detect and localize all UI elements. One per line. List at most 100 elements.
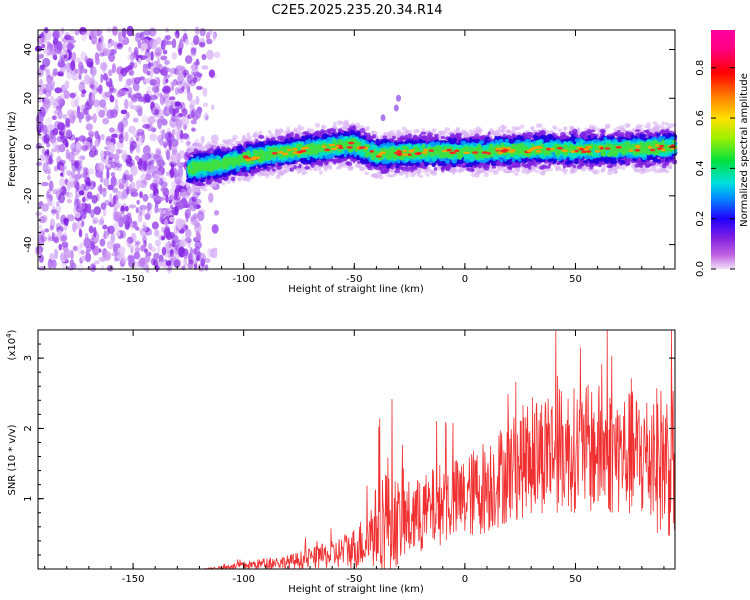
noise-blob (41, 203, 49, 212)
noise-blob (159, 138, 164, 146)
noise-blob (197, 210, 205, 222)
noise-blob (69, 112, 73, 121)
noise-blob (92, 181, 96, 188)
track-blob (487, 131, 491, 136)
noise-blob (79, 260, 83, 265)
noise-blob (75, 221, 83, 230)
track-blob (398, 129, 402, 135)
noise-blob (153, 252, 160, 260)
noise-blob (136, 136, 144, 147)
noise-blob (78, 73, 82, 80)
noise-blob (153, 76, 161, 86)
noise-blob (99, 216, 105, 225)
noise-blob (130, 165, 138, 176)
noise-blob (107, 157, 113, 165)
track-blob (275, 174, 281, 180)
noise-blob (183, 151, 189, 161)
noise-blob (147, 242, 153, 251)
noise-blob (128, 258, 136, 268)
track-blob (186, 186, 192, 190)
track-blob (364, 171, 370, 176)
track-blob (600, 168, 606, 173)
noise-blob (74, 211, 81, 219)
noise-blob (102, 92, 110, 101)
noise-blob (64, 54, 68, 59)
noise-blob (147, 116, 156, 125)
noise-blob (65, 129, 73, 138)
noise-blob (102, 73, 108, 81)
noise-blob (76, 160, 83, 165)
noise-blob (195, 198, 202, 205)
track-blob (538, 170, 545, 176)
noise-blob (125, 162, 134, 167)
noise-blob (69, 92, 76, 99)
noise-blob (76, 105, 81, 115)
noise-blob (183, 250, 188, 260)
noise-blob (165, 260, 172, 267)
noise-blob (80, 92, 86, 98)
noise-blob (143, 30, 152, 36)
noise-blob (171, 129, 176, 136)
noise-blob (173, 126, 181, 137)
noise-blob (177, 88, 185, 94)
noise-blob (128, 174, 134, 183)
noise-blob (88, 134, 94, 139)
noise-blob (100, 265, 105, 271)
track-blob (332, 121, 337, 127)
noise-blob (204, 264, 209, 271)
noise-blob (90, 66, 97, 77)
noise-blob (134, 77, 141, 85)
noise-blob (49, 75, 54, 81)
noise-blob (74, 194, 79, 205)
noise-blob (118, 183, 125, 190)
noise-blob (185, 228, 192, 239)
noise-blob (175, 243, 179, 252)
noise-blob (70, 28, 77, 34)
noise-blob (117, 89, 126, 96)
track-blob (278, 169, 283, 175)
noise-blob (166, 127, 171, 134)
noise-blob (72, 222, 77, 233)
track-blob (365, 125, 370, 131)
track-blob (476, 169, 482, 175)
noise-blob (51, 148, 57, 153)
track-blob (535, 123, 541, 128)
noise-blob (72, 245, 78, 252)
track-blob (624, 122, 631, 129)
noise-blob (164, 131, 172, 142)
noise-blob (169, 249, 175, 258)
track-blob (652, 126, 659, 130)
noise-blob (144, 49, 151, 59)
noise-blob (117, 31, 122, 42)
noise-blob (53, 54, 58, 61)
track-blob (313, 167, 318, 172)
track-blob (649, 166, 656, 172)
noise-blob (92, 220, 98, 225)
noise-blob (177, 76, 181, 83)
noise-blob (164, 40, 173, 45)
noise-blob (190, 50, 197, 57)
noise-blob (163, 227, 171, 239)
noise-blob (135, 179, 141, 190)
track-blob (267, 129, 272, 134)
noise-blob (154, 229, 160, 237)
track-blob (382, 135, 388, 139)
noise-blob (187, 239, 192, 247)
noise-blob (199, 27, 206, 37)
noise-blob (98, 219, 105, 226)
noise-blob (70, 66, 77, 76)
noise-blob (169, 67, 177, 74)
noise-blob (62, 138, 69, 146)
noise-blob (140, 173, 147, 184)
track-blob (314, 122, 321, 128)
noise-blob (106, 240, 114, 250)
noise-blob (80, 249, 85, 255)
noise-blob (109, 95, 115, 103)
noise-blob (141, 114, 149, 124)
noise-blob (155, 147, 162, 153)
track-blob (470, 172, 477, 178)
noise-blob (66, 198, 73, 204)
noise-blob (91, 194, 98, 204)
noise-blob (80, 155, 86, 161)
noise-blob (137, 108, 143, 117)
